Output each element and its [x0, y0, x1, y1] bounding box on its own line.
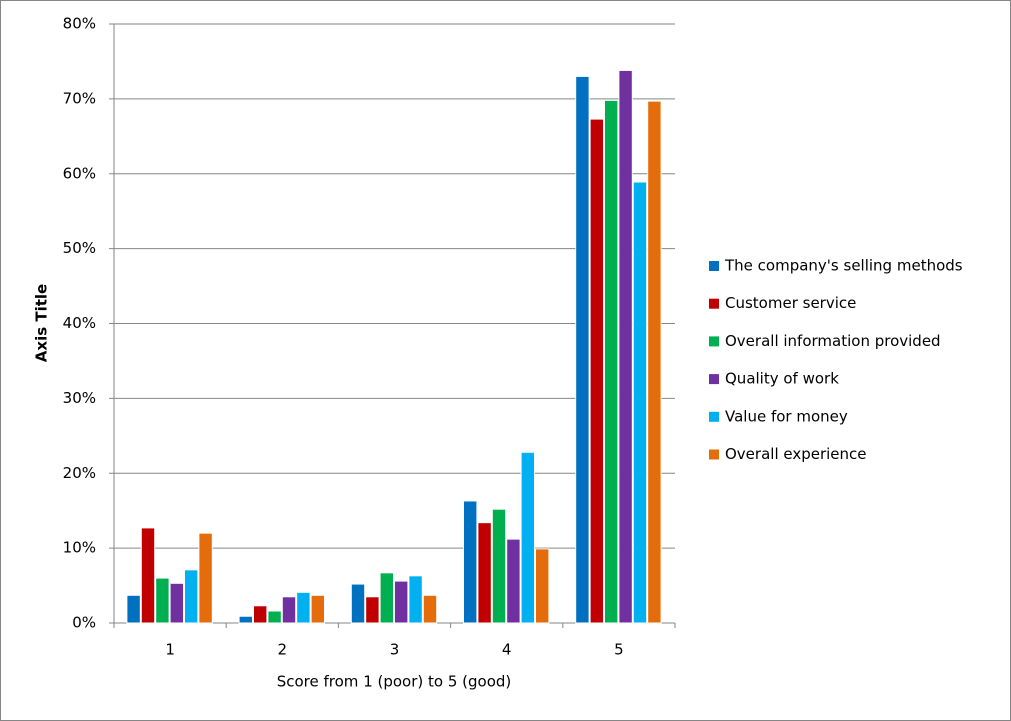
bar — [183, 569, 199, 624]
bar — [140, 527, 156, 624]
bar — [477, 522, 492, 624]
bar — [379, 572, 395, 624]
bar — [394, 580, 409, 624]
bar — [365, 596, 380, 624]
legend-label: Customer service — [725, 294, 856, 312]
y-tick-label: 0% — [72, 614, 96, 632]
y-tick-label: 40% — [63, 314, 96, 332]
bar — [534, 548, 550, 624]
bar — [296, 591, 311, 624]
bar — [589, 118, 605, 624]
bar — [281, 596, 297, 624]
bar — [463, 500, 478, 624]
bar — [422, 594, 438, 624]
bar — [310, 594, 325, 624]
bar — [647, 100, 662, 624]
legend-label: Value for money — [725, 407, 848, 425]
bar — [408, 575, 423, 624]
legend-label: Quality of work — [725, 370, 839, 388]
bar — [520, 451, 535, 624]
legend-label: The company's selling methods — [724, 257, 963, 275]
bar — [238, 615, 254, 624]
y-tick-label: 10% — [63, 539, 96, 557]
y-tick-label: 70% — [63, 89, 96, 107]
bar — [575, 75, 590, 624]
y-tick-label: 60% — [63, 164, 96, 182]
x-tick-label: 3 — [390, 641, 400, 659]
y-tick-label: 50% — [63, 239, 96, 257]
bar — [267, 610, 282, 624]
bar — [126, 594, 141, 624]
legend-label: Overall information provided — [725, 332, 941, 350]
x-tick-label: 5 — [614, 641, 624, 659]
bar — [155, 577, 170, 624]
x-tick-label: 1 — [165, 641, 175, 659]
bar — [632, 181, 648, 624]
bar — [169, 582, 184, 624]
bar — [604, 99, 619, 624]
bar — [491, 508, 507, 624]
legend-swatch — [709, 411, 719, 422]
legend-label: Overall experience — [725, 445, 867, 463]
y-tick-label: 80% — [63, 15, 96, 33]
bar — [506, 538, 521, 624]
bar — [253, 605, 268, 624]
legend-swatch — [709, 336, 719, 347]
bar — [618, 69, 633, 624]
y-tick-label: 30% — [63, 389, 96, 407]
x-tick-label: 4 — [502, 641, 512, 659]
legend-swatch — [709, 298, 719, 309]
x-axis-title: Score from 1 (poor) to 5 (good) — [277, 673, 512, 691]
bar — [198, 532, 213, 624]
legend-swatch — [709, 374, 719, 385]
legend-swatch — [709, 449, 719, 460]
x-tick-label: 2 — [278, 641, 288, 659]
y-tick-label: 20% — [63, 464, 96, 482]
y-axis-title: Axis Title — [33, 284, 51, 362]
bar — [350, 583, 366, 624]
legend-swatch — [709, 261, 719, 271]
